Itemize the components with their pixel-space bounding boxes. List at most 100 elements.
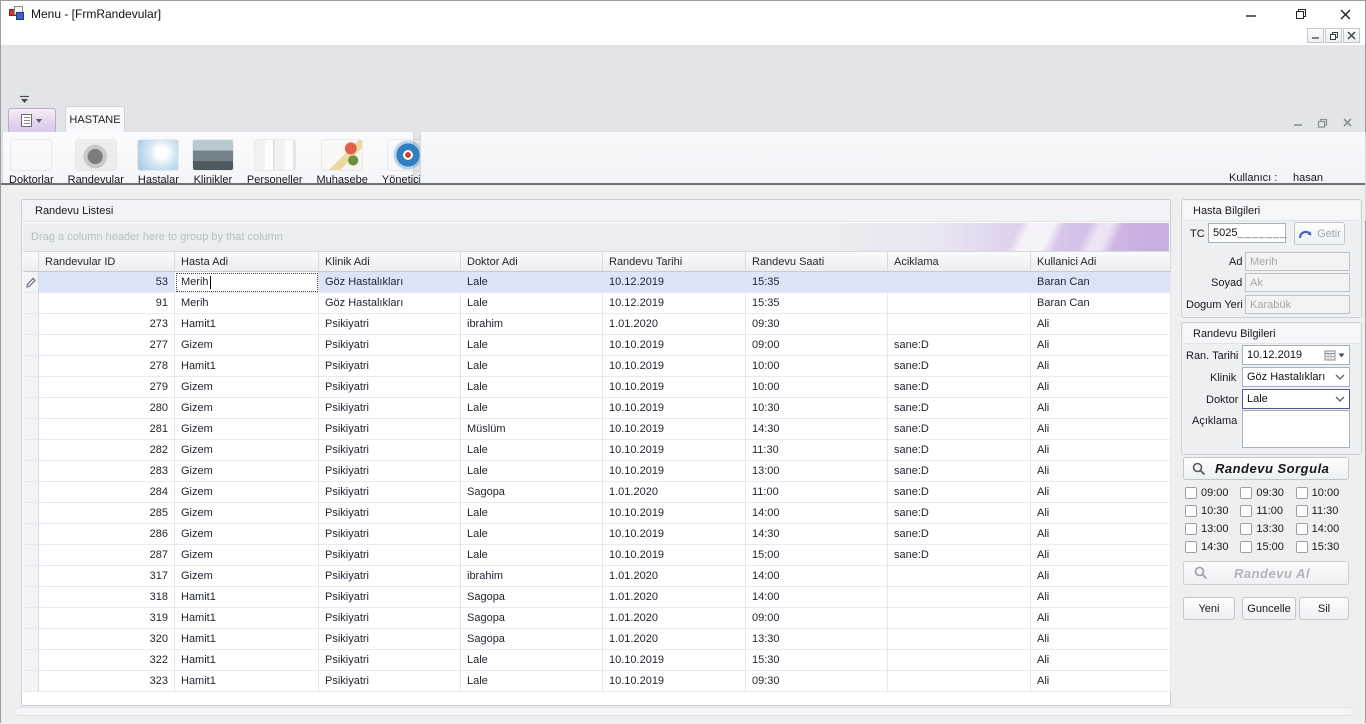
grid-cell-id[interactable]: 281 bbox=[39, 419, 175, 440]
mdi-restore-button[interactable] bbox=[1325, 28, 1342, 43]
table-row[interactable]: 284 Gizem Psikiyatri Sagopa 1.01.2020 11:00 sa… bbox=[23, 482, 1171, 503]
grid-cell-saat[interactable]: 09:00 bbox=[746, 608, 888, 629]
column-header-randevular-id[interactable]: Randevular ID bbox=[39, 251, 175, 272]
grid-cell-tarih[interactable]: 10.10.2019 bbox=[603, 335, 746, 356]
checkbox[interactable] bbox=[1240, 522, 1253, 535]
grid-cell-tarih[interactable]: 10.12.2019 bbox=[603, 272, 746, 293]
grid-cell-saat[interactable]: 14:00 bbox=[746, 587, 888, 608]
table-row[interactable]: 285 Gizem Psikiyatri Lale 10.10.2019 14:00 san… bbox=[23, 503, 1171, 524]
table-row[interactable]: 273 Hamit1 Psikiyatri ibrahim 1.01.2020 09:30… bbox=[23, 314, 1171, 335]
grid-cell-kullanici[interactable]: Ali bbox=[1031, 503, 1171, 524]
grid-cell-hasta[interactable]: Gizem bbox=[175, 503, 319, 524]
grid-cell-hasta[interactable]: Hamit1 bbox=[175, 629, 319, 650]
grid-cell-doktor[interactable]: ibrahim bbox=[461, 314, 603, 335]
grid-cell-kullanici[interactable]: Baran Can bbox=[1031, 272, 1171, 293]
grid-cell-saat[interactable]: 14:30 bbox=[746, 524, 888, 545]
grid-cell-saat[interactable]: 11:00 bbox=[746, 482, 888, 503]
grid-cell-tarih[interactable]: 10.10.2019 bbox=[603, 671, 746, 692]
grid-cell-aciklama[interactable] bbox=[888, 650, 1031, 671]
table-row[interactable]: 282 Gizem Psikiyatri Lale 10.10.2019 11:30 san… bbox=[23, 440, 1171, 461]
grid-cell-id[interactable]: 277 bbox=[39, 335, 175, 356]
grid-cell-hasta[interactable]: Gizem bbox=[175, 524, 319, 545]
grid-cell-klinik[interactable]: Psikiyatri bbox=[319, 461, 461, 482]
grid-cell-klinik[interactable]: Psikiyatri bbox=[319, 650, 461, 671]
grid-cell-id[interactable]: 317 bbox=[39, 566, 175, 587]
grid-cell-saat[interactable]: 13:00 bbox=[746, 461, 888, 482]
grid-cell-aciklama[interactable] bbox=[888, 608, 1031, 629]
table-row[interactable]: 318 Hamit1 Psikiyatri Sagopa 1.01.2020 14:00 A… bbox=[23, 587, 1171, 608]
grid-cell-klinik[interactable]: Psikiyatri bbox=[319, 587, 461, 608]
grid-cell-saat[interactable]: 14:00 bbox=[746, 566, 888, 587]
grid-cell-aciklama[interactable]: sane:D bbox=[888, 503, 1031, 524]
grid-cell-id[interactable]: 322 bbox=[39, 650, 175, 671]
grid-cell-saat[interactable]: 09:00 bbox=[746, 335, 888, 356]
grid-cell-doktor[interactable]: Lale bbox=[461, 377, 603, 398]
grid-cell-tarih[interactable]: 10.10.2019 bbox=[603, 650, 746, 671]
grid-cell-tarih[interactable]: 10.10.2019 bbox=[603, 440, 746, 461]
grid-cell-id[interactable]: 273 bbox=[39, 314, 175, 335]
grid-cell-hasta[interactable]: Gizem bbox=[175, 440, 319, 461]
grid-cell-id[interactable]: 284 bbox=[39, 482, 175, 503]
grid-cell-kullanici[interactable]: Ali bbox=[1031, 608, 1171, 629]
time-slot-11-00[interactable]: 11:00 bbox=[1240, 504, 1295, 517]
grid-cell-saat[interactable]: 15:35 bbox=[746, 272, 888, 293]
checkbox[interactable] bbox=[1295, 504, 1308, 517]
time-slot-14-00[interactable]: 14:00 bbox=[1295, 522, 1351, 535]
grid-cell-saat[interactable]: 10:00 bbox=[746, 377, 888, 398]
grid-cell-doktor[interactable]: Lale bbox=[461, 503, 603, 524]
table-row[interactable]: 322 Hamit1 Psikiyatri Lale 10.10.2019 15:30 Al… bbox=[23, 650, 1171, 671]
grid-cell-id[interactable]: 283 bbox=[39, 461, 175, 482]
grid-cell-hasta[interactable]: Gizem bbox=[175, 335, 319, 356]
grid-cell-id[interactable]: 286 bbox=[39, 524, 175, 545]
checkbox[interactable] bbox=[1295, 486, 1308, 499]
grid-cell-doktor[interactable]: Müslüm bbox=[461, 419, 603, 440]
grid-cell-aciklama[interactable] bbox=[888, 629, 1031, 650]
grid-cell-doktor[interactable]: Lale bbox=[461, 398, 603, 419]
grid-cell-saat[interactable]: 15:30 bbox=[746, 650, 888, 671]
grid-cell-tarih[interactable]: 10.10.2019 bbox=[603, 545, 746, 566]
grid-cell-tarih[interactable]: 1.01.2020 bbox=[603, 587, 746, 608]
grid-cell-doktor[interactable]: Sagopa bbox=[461, 482, 603, 503]
getir-button[interactable]: Getir bbox=[1294, 222, 1345, 245]
column-header-randevu-tarihi[interactable]: Randevu Tarihi bbox=[603, 251, 746, 272]
grid-cell-kullanici[interactable]: Ali bbox=[1031, 545, 1171, 566]
checkbox[interactable] bbox=[1185, 522, 1197, 535]
grid-cell-id[interactable]: 278 bbox=[39, 356, 175, 377]
grid-cell-hasta[interactable]: Gizem bbox=[175, 419, 319, 440]
ribbon-item-klinikler[interactable]: Klinikler bbox=[191, 138, 235, 188]
grid-cell-aciklama[interactable]: sane:D bbox=[888, 545, 1031, 566]
tc-input[interactable]: 5025 _______ bbox=[1208, 223, 1286, 243]
grid-cell-doktor[interactable]: Lale bbox=[461, 356, 603, 377]
time-slot-13-30[interactable]: 13:30 bbox=[1240, 522, 1295, 535]
grid-cell-aciklama[interactable]: sane:D bbox=[888, 419, 1031, 440]
grid-cell-doktor[interactable]: Lale bbox=[461, 335, 603, 356]
grid-cell-doktor[interactable]: Lale bbox=[461, 650, 603, 671]
grid-cell-klinik[interactable]: Psikiyatri bbox=[319, 419, 461, 440]
grid-cell-tarih[interactable]: 10.10.2019 bbox=[603, 419, 746, 440]
checkbox[interactable] bbox=[1295, 522, 1308, 535]
grid-cell-aciklama[interactable]: sane:D bbox=[888, 440, 1031, 461]
grid-cell-tarih[interactable]: 1.01.2020 bbox=[603, 566, 746, 587]
grid-cell-klinik[interactable]: Psikiyatri bbox=[319, 503, 461, 524]
table-row[interactable]: 91 Merih Göz Hastalıkları Lale 10.12.2019 15:… bbox=[23, 293, 1171, 314]
ribbon-close-button[interactable] bbox=[1339, 115, 1357, 130]
tab-hastane[interactable]: HASTANE bbox=[65, 106, 125, 132]
restore-button[interactable] bbox=[1279, 1, 1323, 27]
randevu-al-button[interactable]: Randevu Al bbox=[1183, 561, 1349, 585]
grid-cell-klinik[interactable]: Psikiyatri bbox=[319, 377, 461, 398]
ribbon-item-personeller[interactable]: Personeller bbox=[245, 138, 305, 188]
grid-cell-saat[interactable]: 11:30 bbox=[746, 440, 888, 461]
grid-cell-saat[interactable]: 14:00 bbox=[746, 503, 888, 524]
grid-cell-klinik[interactable]: Göz Hastalıkları bbox=[319, 272, 461, 293]
grid-cell-hasta[interactable]: Gizem bbox=[175, 398, 319, 419]
grid-cell-hasta[interactable]: Gizem bbox=[175, 377, 319, 398]
grid-cell-doktor[interactable]: Lale bbox=[461, 461, 603, 482]
checkbox[interactable] bbox=[1240, 504, 1253, 517]
grid-cell-kullanici[interactable]: Baran Can bbox=[1031, 293, 1171, 314]
grid-cell-saat[interactable]: 14:30 bbox=[746, 419, 888, 440]
table-row[interactable]: 280 Gizem Psikiyatri Lale 10.10.2019 10:30 san… bbox=[23, 398, 1171, 419]
grid-cell-id[interactable]: 319 bbox=[39, 608, 175, 629]
column-header-aciklama[interactable]: Aciklama bbox=[888, 251, 1031, 272]
grid-cell-klinik[interactable]: Psikiyatri bbox=[319, 335, 461, 356]
grid-cell-klinik[interactable]: Psikiyatri bbox=[319, 356, 461, 377]
